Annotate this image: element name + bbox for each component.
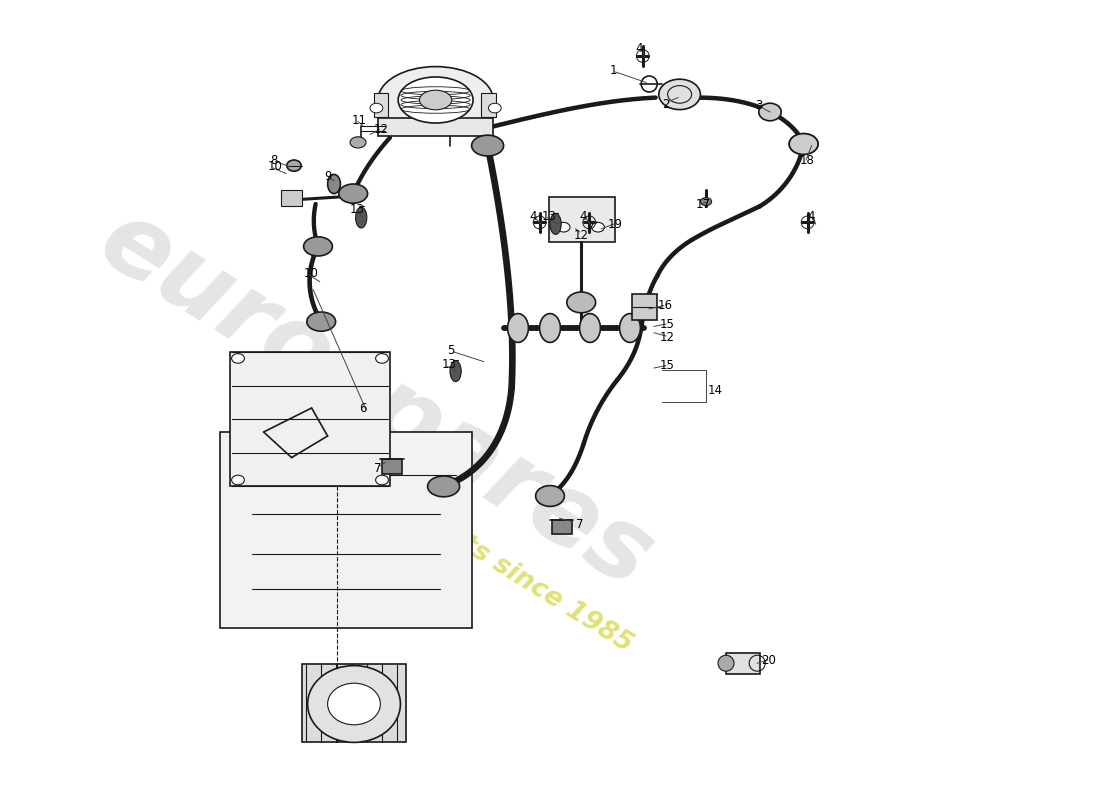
Text: 6: 6 bbox=[360, 402, 367, 414]
Ellipse shape bbox=[308, 666, 400, 742]
Text: 7: 7 bbox=[374, 462, 382, 474]
Text: 1: 1 bbox=[609, 64, 617, 77]
Ellipse shape bbox=[304, 237, 332, 256]
Text: 4: 4 bbox=[636, 42, 644, 54]
Ellipse shape bbox=[718, 655, 734, 671]
Bar bbox=[374, 94, 388, 118]
Text: 3: 3 bbox=[756, 99, 763, 112]
Text: 14: 14 bbox=[707, 384, 723, 397]
Text: 4: 4 bbox=[580, 210, 587, 222]
Text: 7: 7 bbox=[575, 518, 583, 530]
Ellipse shape bbox=[701, 198, 712, 206]
Ellipse shape bbox=[328, 174, 340, 194]
Ellipse shape bbox=[232, 475, 244, 485]
Text: 19: 19 bbox=[607, 218, 623, 230]
Ellipse shape bbox=[428, 476, 460, 497]
Bar bbox=[282, 190, 303, 206]
Text: eurospares: eurospares bbox=[81, 191, 670, 609]
Text: 9: 9 bbox=[324, 170, 332, 182]
Ellipse shape bbox=[370, 103, 383, 113]
Bar bbox=[481, 94, 496, 118]
Bar bbox=[302, 664, 406, 742]
Ellipse shape bbox=[507, 314, 528, 342]
Ellipse shape bbox=[375, 354, 388, 363]
Text: 5: 5 bbox=[448, 344, 455, 357]
Ellipse shape bbox=[789, 134, 818, 154]
Text: 20: 20 bbox=[761, 654, 777, 666]
Ellipse shape bbox=[355, 207, 366, 228]
Ellipse shape bbox=[619, 314, 640, 342]
Text: 17: 17 bbox=[695, 198, 711, 210]
Text: 8: 8 bbox=[270, 154, 277, 166]
Bar bbox=[220, 432, 472, 628]
Ellipse shape bbox=[789, 134, 818, 154]
Ellipse shape bbox=[659, 79, 701, 110]
Text: 12: 12 bbox=[374, 123, 389, 136]
Text: a passion for parts since 1985: a passion for parts since 1985 bbox=[242, 398, 637, 658]
Bar bbox=[382, 459, 402, 474]
Text: 15: 15 bbox=[660, 318, 674, 330]
Text: 11: 11 bbox=[352, 114, 366, 126]
Ellipse shape bbox=[350, 137, 366, 148]
Text: 2: 2 bbox=[662, 98, 670, 110]
Ellipse shape bbox=[580, 314, 601, 342]
Bar bbox=[378, 118, 493, 136]
Ellipse shape bbox=[550, 214, 561, 234]
Text: 18: 18 bbox=[800, 154, 814, 166]
Ellipse shape bbox=[328, 683, 381, 725]
Text: 13: 13 bbox=[542, 210, 557, 222]
Text: 13: 13 bbox=[350, 203, 365, 216]
Ellipse shape bbox=[375, 475, 388, 485]
Ellipse shape bbox=[536, 486, 564, 506]
Bar bbox=[631, 294, 657, 320]
Text: 10: 10 bbox=[267, 160, 283, 173]
Text: 13: 13 bbox=[441, 358, 456, 371]
Text: 12: 12 bbox=[660, 331, 674, 344]
Text: 12: 12 bbox=[574, 229, 589, 242]
Ellipse shape bbox=[558, 222, 570, 232]
Bar bbox=[551, 520, 572, 534]
Ellipse shape bbox=[450, 361, 461, 382]
Ellipse shape bbox=[419, 90, 452, 110]
Ellipse shape bbox=[472, 135, 504, 156]
Ellipse shape bbox=[592, 222, 604, 232]
Ellipse shape bbox=[287, 160, 301, 171]
Text: 15: 15 bbox=[660, 359, 674, 372]
Ellipse shape bbox=[232, 354, 244, 363]
Text: 4: 4 bbox=[529, 210, 537, 222]
Ellipse shape bbox=[339, 184, 367, 203]
Ellipse shape bbox=[398, 77, 473, 123]
Ellipse shape bbox=[540, 314, 560, 342]
Ellipse shape bbox=[378, 66, 493, 134]
Ellipse shape bbox=[759, 103, 781, 121]
Text: 4: 4 bbox=[807, 210, 815, 222]
Bar bbox=[549, 197, 615, 242]
Text: 10: 10 bbox=[304, 267, 319, 280]
Ellipse shape bbox=[566, 292, 595, 313]
Ellipse shape bbox=[488, 103, 502, 113]
Bar bbox=[726, 653, 760, 674]
Ellipse shape bbox=[307, 312, 336, 331]
Bar bbox=[230, 352, 390, 486]
Text: 16: 16 bbox=[657, 299, 672, 312]
